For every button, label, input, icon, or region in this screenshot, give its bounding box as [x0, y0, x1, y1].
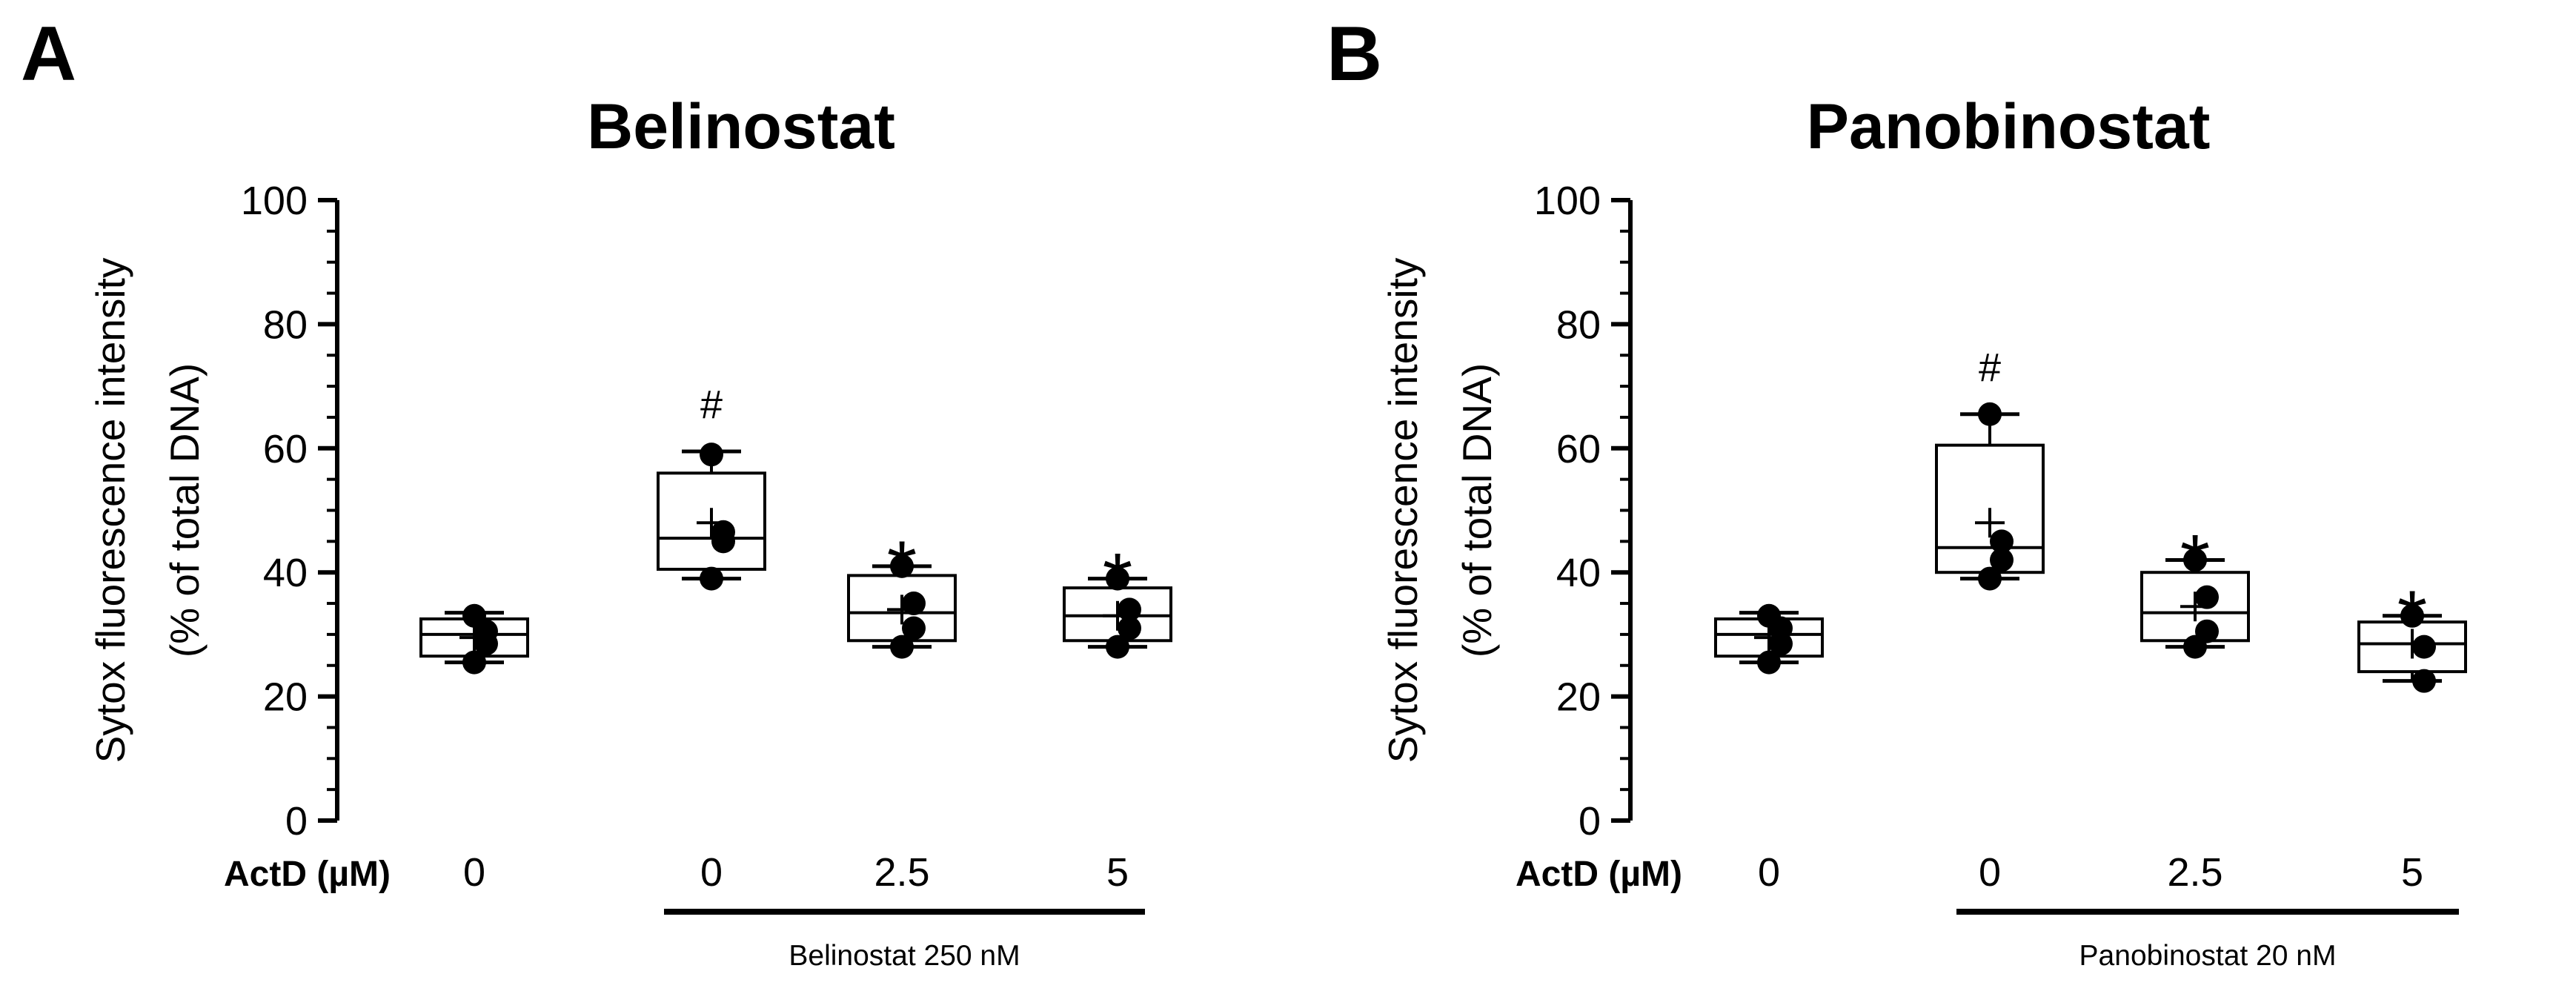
chart-title: Panobinostat — [1807, 91, 2211, 162]
y-tick-label: 100 — [241, 179, 308, 223]
data-point — [700, 566, 723, 591]
x-tick-label: 0 — [700, 850, 723, 895]
data-point — [1990, 529, 2014, 554]
x-tick-label: 2.5 — [2167, 850, 2223, 895]
data-point — [2183, 634, 2207, 659]
panel-b: B Panobinostat 0 20 40 60 80 100 Sytox fluoresce… — [1327, 11, 2467, 972]
panel-letter: A — [21, 11, 76, 97]
data-point — [2195, 585, 2219, 609]
y-tick-label: 60 — [1556, 427, 1601, 471]
x-tick-label: 0 — [463, 850, 485, 895]
y-tick-label: 60 — [263, 427, 308, 471]
box-group: 0 — [1714, 603, 1824, 895]
treatment-label: Panobinostat 20 nM — [2079, 940, 2337, 972]
y-tick-label: 40 — [1556, 551, 1601, 595]
x-tick-label: 2.5 — [874, 850, 929, 895]
data-point — [1978, 566, 2002, 591]
y-axis-label: Sytox fluorescence intensity — [87, 257, 133, 763]
data-point — [902, 616, 926, 640]
data-point — [1757, 650, 1781, 675]
actd-row-label: ActD (µM) — [224, 855, 391, 894]
y-axis-label-units: (% of total DNA) — [1454, 363, 1500, 657]
data-point — [1978, 402, 2002, 426]
data-point — [2412, 634, 2436, 659]
data-point — [1769, 632, 1793, 656]
x-tick-label: 5 — [2401, 850, 2423, 895]
data-point — [2400, 603, 2424, 628]
significance-hash: # — [700, 382, 723, 427]
box-group: *5 — [2357, 575, 2467, 895]
data-point — [474, 632, 498, 656]
box-group: * 2.5 — [2140, 519, 2250, 895]
treatment-label: Belinostat 250 nM — [789, 940, 1020, 972]
y-tick-label: 0 — [1579, 799, 1601, 844]
data-point — [462, 650, 486, 675]
panel-a: A Belinostat 0 20 40 60 80 100 Sytox fluorescenc… — [21, 11, 1172, 972]
box-group: #0 — [1935, 345, 2045, 895]
significance-star: * — [887, 526, 917, 612]
box-group: #0 — [657, 382, 766, 895]
data-point — [1118, 597, 1141, 622]
data-point — [902, 592, 926, 616]
data-point — [1106, 566, 1129, 591]
y-tick-label: 20 — [1556, 675, 1601, 720]
data-point — [700, 443, 723, 467]
x-tick-label: 0 — [1758, 850, 1780, 895]
x-tick-label: 0 — [1979, 850, 2001, 895]
panel-letter: B — [1327, 11, 1382, 97]
y-tick-label: 0 — [285, 799, 308, 844]
data-point — [1990, 548, 2014, 572]
y-tick-label: 80 — [1556, 302, 1601, 347]
significance-star: * — [1103, 538, 1132, 624]
data-point — [2183, 548, 2207, 572]
y-axis-label-units: (% of total DNA) — [162, 363, 208, 657]
data-point — [1106, 634, 1129, 659]
data-point — [711, 529, 735, 554]
y-axis-label: Sytox fluorescence intensity — [1380, 257, 1426, 763]
x-tick-label: 5 — [1106, 850, 1129, 895]
y-tick-label: 40 — [263, 551, 308, 595]
y-tick-label: 100 — [1534, 179, 1601, 223]
significance-star: * — [2397, 575, 2427, 661]
data-point — [890, 634, 914, 659]
significance-star: * — [2180, 519, 2210, 605]
box-group: *5 — [1063, 538, 1172, 895]
significance-hash: # — [1979, 345, 2001, 390]
data-point — [890, 554, 914, 578]
data-point — [2412, 669, 2436, 693]
data-point — [1118, 616, 1141, 640]
y-tick-label: 80 — [263, 302, 308, 347]
chart-title: Belinostat — [587, 91, 895, 162]
y-tick-label: 20 — [263, 675, 308, 720]
actd-row-label: ActD (µM) — [1516, 855, 1682, 894]
box-group: * 2.5 — [847, 526, 957, 895]
box-group: 0 — [419, 603, 529, 895]
